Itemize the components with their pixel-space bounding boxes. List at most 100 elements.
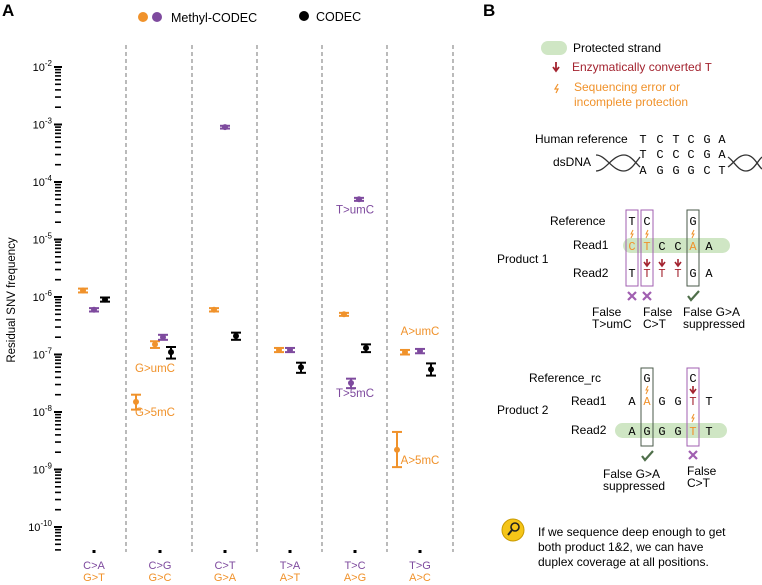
product2-reference-base: C <box>689 372 696 386</box>
data-point <box>287 346 293 353</box>
product2-row-label: Read1 <box>571 394 607 408</box>
dsdna-top-base: A <box>718 148 726 162</box>
check-icon <box>687 290 700 302</box>
product2-label: Product 2 <box>497 403 549 417</box>
data-point <box>133 398 139 405</box>
product2-outcome-line2: C>T <box>687 476 711 490</box>
category-label-top: C>G <box>149 560 172 572</box>
y-tick-label: 10-10 <box>28 519 52 534</box>
legend-seq-error-1: Sequencing error or <box>574 80 680 94</box>
panel-b-label: B <box>483 1 495 20</box>
category-tick <box>158 550 162 553</box>
legend-seq-error-2: incomplete protection <box>574 95 688 109</box>
category-tick <box>288 550 292 553</box>
category-label-top: C>A <box>83 560 105 572</box>
product2-read1-base: A <box>628 395 636 409</box>
dsdna-bottom-base: C <box>703 164 710 178</box>
legend-purple-dot <box>152 12 162 22</box>
dsdna-bottom-base: T <box>718 164 725 178</box>
human-reference-base: G <box>703 133 710 147</box>
product2-outcome-line1: False <box>687 464 717 478</box>
category-label-bottom: A>G <box>344 572 366 584</box>
human-reference-base: T <box>672 133 679 147</box>
lightning-icon <box>553 83 559 94</box>
product1-outcome-line1: False <box>592 305 622 319</box>
y-tick-label: 10-3 <box>33 117 53 132</box>
y-tick-label: 10-4 <box>33 174 53 189</box>
product2-read2-base: G <box>658 425 665 439</box>
category-tick <box>223 550 227 553</box>
y-tick-label: 10-7 <box>33 347 53 362</box>
note-line-1: If we sequence deep enough to get <box>538 525 726 539</box>
y-tick-label: 10-5 <box>33 232 53 247</box>
point-annotation: T>umC <box>336 204 374 216</box>
data-point <box>233 332 239 339</box>
product1-label: Product 1 <box>497 252 549 266</box>
product2-read2-base: T <box>689 425 696 439</box>
category-tick <box>353 550 357 553</box>
product1-read2-base: T <box>674 267 681 281</box>
data-point <box>348 379 354 386</box>
protected-strand-read1 <box>623 238 730 253</box>
category-label-bottom: A>C <box>409 572 431 584</box>
human-reference-base: C <box>687 133 694 147</box>
converted-arrow-icon <box>674 259 682 268</box>
dsdna-top-base: T <box>639 148 646 162</box>
data-point <box>417 348 423 355</box>
data-point <box>402 349 408 356</box>
dsdna-bottom-base: A <box>639 164 647 178</box>
data-point <box>80 287 86 294</box>
legend-converted: Enzymatically converted T <box>572 60 712 75</box>
dsdna-top-base: C <box>656 148 663 162</box>
converted-arrow-icon <box>552 62 560 73</box>
lightning-icon <box>630 229 634 239</box>
dsdna-label: dsDNA <box>553 155 591 169</box>
category-label-top: T>C <box>344 560 365 572</box>
legend-methyl-codec: Methyl-CODEC <box>171 11 257 25</box>
product2-read1-base: T <box>689 395 696 409</box>
legend-codec: CODEC <box>316 10 361 24</box>
human-reference-base: T <box>639 133 646 147</box>
dsdna-top-base: G <box>703 148 710 162</box>
product1-read1-base: A <box>705 240 713 254</box>
data-point <box>276 346 282 353</box>
dsdna-bottom-base: G <box>672 164 679 178</box>
point-annotation: G>5mC <box>135 407 175 419</box>
product2-row-label: Reference_rc <box>529 371 601 385</box>
human-reference-label: Human reference <box>535 132 628 146</box>
point-annotation: T>5mC <box>336 388 374 400</box>
dsdna-top-base: C <box>687 148 694 162</box>
product1-row-label: Read1 <box>573 238 609 252</box>
y-tick-label: 10-2 <box>33 59 53 74</box>
category-label-bottom: A>T <box>280 572 301 584</box>
product1-outcome-line1: False <box>643 305 673 319</box>
cross-icon <box>627 291 637 301</box>
product2-read1-base: G <box>674 395 681 409</box>
dna-helix-left-icon <box>595 154 641 172</box>
product1-read1-base: C <box>658 240 665 254</box>
product2-read1-base: G <box>658 395 665 409</box>
product2-read2-base: G <box>643 425 650 439</box>
highlight-box <box>640 209 654 287</box>
product1-read2-base: T <box>658 267 665 281</box>
product1-reference-base: C <box>643 215 650 229</box>
dna-helix-right-icon <box>727 154 762 172</box>
product1-outcome-line2: suppressed <box>683 317 745 331</box>
y-axis-label: Residual SNV frequency <box>6 237 18 363</box>
product2-read2-base: G <box>674 425 681 439</box>
cross-icon <box>688 450 698 460</box>
category-label-top: T>A <box>280 560 301 572</box>
check-icon <box>641 450 654 462</box>
category-label-bottom: G>A <box>214 572 237 584</box>
data-point <box>298 364 304 371</box>
y-tick-label: 10-6 <box>33 289 53 304</box>
product1-outcome-line2: C>T <box>643 317 667 331</box>
y-tick-label: 10-9 <box>33 462 53 477</box>
product1-read1-base: T <box>643 240 650 254</box>
data-point <box>152 341 158 348</box>
data-point <box>356 196 362 203</box>
category-tick <box>92 550 96 553</box>
lightning-icon <box>691 413 695 423</box>
product1-row-label: Reference <box>550 214 606 228</box>
